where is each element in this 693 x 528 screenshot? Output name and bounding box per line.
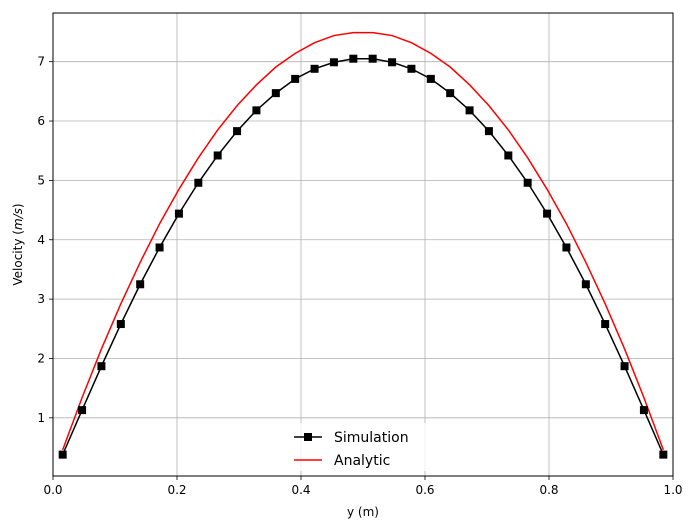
legend-box	[288, 423, 438, 471]
data-point	[484, 127, 493, 136]
data-point	[174, 209, 183, 218]
data-point	[659, 450, 668, 459]
data-point	[155, 243, 164, 252]
data-point	[116, 320, 125, 329]
x-axis-ticks: 0.0 0.2 0.4 0.6 0.8 1.0	[43, 476, 683, 497]
data-point	[329, 58, 338, 67]
data-point	[136, 280, 145, 289]
x-tick-label: 1.0	[663, 483, 682, 497]
data-point	[426, 74, 435, 83]
data-point	[194, 178, 203, 187]
series-line-simulation	[61, 57, 665, 455]
data-point	[543, 209, 552, 218]
data-point	[368, 54, 377, 63]
data-point	[271, 89, 280, 98]
data-point	[213, 151, 222, 160]
legend-label-analytic: Analytic	[334, 453, 390, 469]
x-axis-label: y (m)	[347, 505, 379, 519]
x-tick-label: 0.2	[167, 483, 186, 497]
x-tick-label: 0.8	[539, 483, 558, 497]
data-point	[310, 64, 319, 73]
data-point	[97, 362, 106, 371]
data-point	[291, 74, 300, 83]
data-point	[388, 58, 397, 67]
plot-frame	[52, 12, 674, 477]
y-tick-label: 5	[37, 173, 45, 187]
data-point	[581, 280, 590, 289]
data-point	[407, 64, 416, 73]
data-point	[562, 243, 571, 252]
data-point	[78, 406, 87, 415]
y-tick-label: 3	[37, 292, 45, 306]
data-point	[504, 151, 513, 160]
data-point	[523, 178, 532, 187]
data-point	[446, 89, 455, 98]
legend-marker-simulation	[304, 433, 312, 441]
x-tick-label: 0.4	[291, 483, 310, 497]
data-point	[601, 320, 610, 329]
data-point	[349, 54, 358, 63]
data-point	[252, 106, 261, 115]
y-tick-label: 1	[37, 411, 45, 425]
legend: Simulation Analytic	[288, 423, 438, 471]
x-tick-label: 0.6	[415, 483, 434, 497]
legend-label-simulation: Simulation	[334, 430, 409, 446]
x-tick-label: 0.0	[43, 483, 62, 497]
y-axis-ticks: 1 2 3 4 5 6 7	[37, 55, 53, 425]
series-layer	[58, 31, 668, 459]
data-point	[233, 127, 242, 136]
y-tick-label: 7	[37, 55, 45, 69]
data-point	[639, 406, 648, 415]
data-point	[465, 106, 474, 115]
data-point	[58, 450, 67, 459]
y-tick-label: 6	[37, 114, 45, 128]
y-axis-label: Velocity (m/s)	[11, 203, 25, 285]
y-tick-label: 2	[37, 351, 45, 365]
y-tick-label: 4	[37, 233, 45, 247]
series-line-analytic	[61, 31, 665, 451]
grid	[52, 13, 674, 476]
data-point	[620, 362, 629, 371]
